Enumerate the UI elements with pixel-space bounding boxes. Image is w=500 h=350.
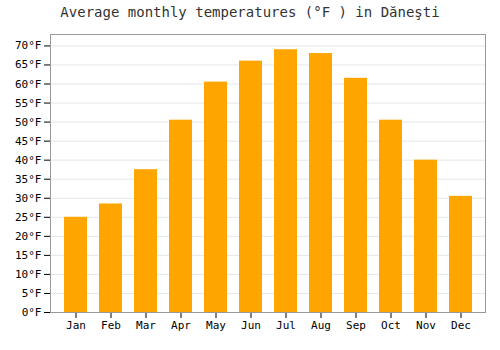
svg-text:10°F: 10°F: [15, 268, 42, 281]
svg-text:Jan: Jan: [66, 319, 86, 332]
svg-text:Mar: Mar: [136, 319, 156, 332]
svg-text:Aug: Aug: [311, 319, 331, 332]
svg-text:Feb: Feb: [101, 319, 121, 332]
svg-text:60°F: 60°F: [15, 78, 42, 91]
svg-text:40°F: 40°F: [15, 154, 42, 167]
svg-text:70°F: 70°F: [15, 39, 42, 52]
svg-text:Jul: Jul: [276, 319, 296, 332]
svg-text:Oct: Oct: [381, 319, 401, 332]
svg-text:65°F: 65°F: [15, 58, 42, 71]
svg-text:25°F: 25°F: [15, 211, 42, 224]
svg-text:0°F: 0°F: [22, 306, 42, 319]
svg-text:30°F: 30°F: [15, 192, 42, 205]
svg-text:Sep: Sep: [346, 319, 366, 332]
svg-text:50°F: 50°F: [15, 116, 42, 129]
svg-text:Apr: Apr: [171, 319, 191, 332]
svg-text:Nov: Nov: [416, 319, 436, 332]
svg-text:5°F: 5°F: [22, 287, 42, 300]
svg-text:20°F: 20°F: [15, 230, 42, 243]
svg-text:45°F: 45°F: [15, 135, 42, 148]
svg-text:Dec: Dec: [451, 319, 471, 332]
html-text:Average monthly temperatures (: Average monthly temperatures (°F ) in Dă…: [60, 4, 440, 20]
svg-text:May: May: [206, 319, 226, 332]
svg-text:35°F: 35°F: [15, 173, 42, 186]
svg-text:Jun: Jun: [241, 319, 261, 332]
svg-text:15°F: 15°F: [15, 249, 42, 262]
svg-text:55°F: 55°F: [15, 97, 42, 110]
